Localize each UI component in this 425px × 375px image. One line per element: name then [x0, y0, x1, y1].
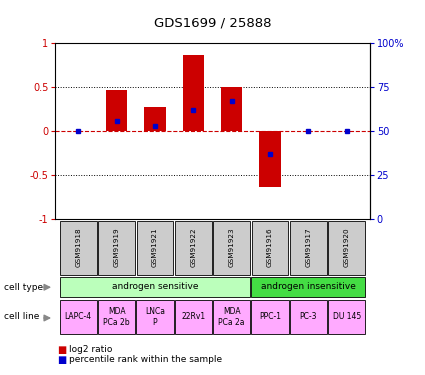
Bar — [221, 87, 242, 131]
Bar — [328, 300, 366, 334]
Text: PC-3: PC-3 — [300, 312, 317, 321]
Bar — [98, 220, 135, 274]
Bar — [136, 300, 173, 334]
Text: PPC-1: PPC-1 — [259, 312, 281, 321]
Text: cell type: cell type — [4, 284, 43, 292]
Bar — [98, 300, 135, 334]
Bar — [213, 220, 250, 274]
Text: ■: ■ — [57, 355, 67, 365]
Bar — [260, 131, 280, 187]
Text: GSM91923: GSM91923 — [229, 228, 235, 267]
Text: GSM91917: GSM91917 — [306, 228, 312, 267]
Text: MDA
PCa 2b: MDA PCa 2b — [103, 307, 130, 327]
Bar — [252, 300, 289, 334]
Text: cell line: cell line — [4, 312, 40, 321]
Text: GDS1699 / 25888: GDS1699 / 25888 — [154, 17, 271, 30]
Bar — [290, 300, 327, 334]
Bar — [252, 220, 289, 274]
Bar — [175, 300, 212, 334]
Text: GSM91922: GSM91922 — [190, 228, 196, 267]
Bar — [60, 277, 250, 297]
Bar — [290, 220, 327, 274]
Text: GSM91918: GSM91918 — [75, 228, 81, 267]
Text: 22Rv1: 22Rv1 — [181, 312, 205, 321]
Text: GSM91919: GSM91919 — [113, 228, 119, 267]
Text: ■: ■ — [57, 345, 67, 354]
Text: MDA
PCa 2a: MDA PCa 2a — [218, 307, 245, 327]
Text: androgen sensitive: androgen sensitive — [112, 282, 198, 291]
Bar — [329, 220, 365, 274]
Text: LNCa
P: LNCa P — [145, 307, 165, 327]
Text: DU 145: DU 145 — [333, 312, 361, 321]
Bar — [144, 108, 165, 131]
Text: GSM91916: GSM91916 — [267, 228, 273, 267]
Bar — [60, 300, 97, 334]
Bar — [252, 277, 366, 297]
Text: GSM91921: GSM91921 — [152, 228, 158, 267]
Text: percentile rank within the sample: percentile rank within the sample — [69, 356, 222, 364]
Bar — [213, 300, 250, 334]
Text: androgen insensitive: androgen insensitive — [261, 282, 356, 291]
Text: log2 ratio: log2 ratio — [69, 345, 113, 354]
Bar — [183, 55, 204, 131]
Bar — [60, 220, 96, 274]
Bar — [175, 220, 212, 274]
Text: LAPC-4: LAPC-4 — [65, 312, 92, 321]
Bar — [106, 90, 127, 131]
Text: GSM91920: GSM91920 — [344, 228, 350, 267]
Bar — [136, 220, 173, 274]
